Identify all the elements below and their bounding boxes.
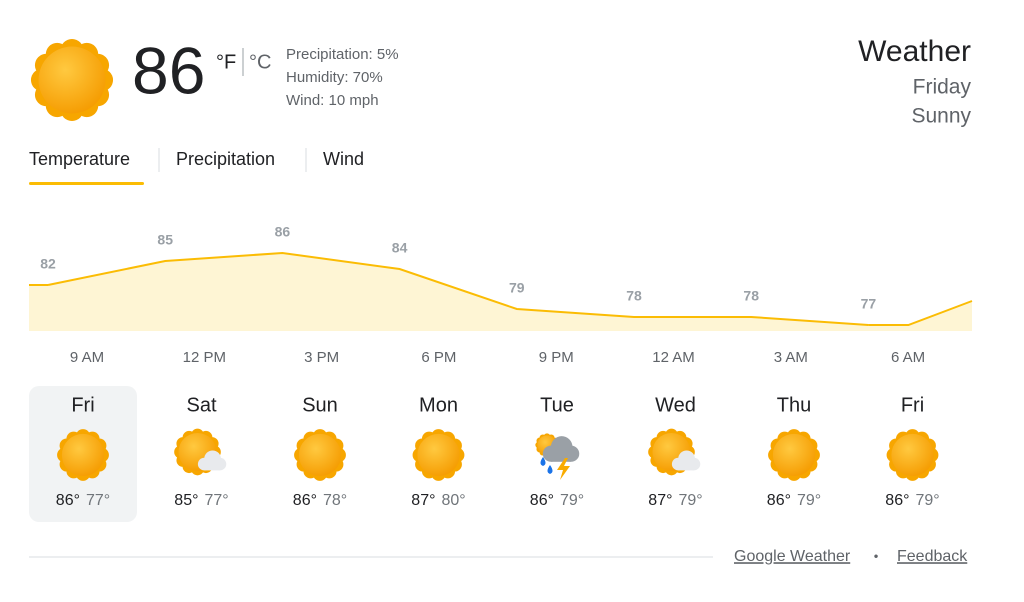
forecast-high: 86° (767, 492, 791, 509)
data-label: 85 (157, 232, 173, 248)
unit-celsius[interactable]: °C (249, 51, 271, 73)
data-label: 82 (40, 256, 56, 272)
unit-fahrenheit[interactable]: °F (216, 51, 236, 73)
x-tick-label: 9 AM (70, 349, 104, 366)
title: Weather (858, 35, 971, 68)
temperature-area (29, 253, 972, 331)
cloud-part (678, 463, 694, 471)
data-label: 78 (626, 288, 642, 304)
forecast-low: 80° (442, 492, 466, 509)
forecast-day[interactable]: Mon (419, 394, 458, 416)
data-label: 77 (861, 296, 877, 312)
forecast-high: 86° (530, 492, 554, 509)
x-tick-label: 6 AM (891, 349, 925, 366)
sun-body (417, 433, 460, 477)
humidity: Humidity: 70% (286, 69, 383, 86)
cloud-part (204, 463, 220, 471)
forecast-day[interactable]: Tue (540, 394, 574, 416)
data-label: 79 (509, 280, 525, 296)
tab[interactable]: Temperature (29, 149, 130, 169)
forecast-low: 79° (560, 492, 584, 509)
footer-separator: • (874, 548, 879, 563)
forecast-high: 87° (648, 492, 672, 509)
wind: Wind: 10 mph (286, 92, 379, 109)
forecast-low: 79° (916, 492, 940, 509)
weather-icon-sunny (768, 429, 820, 481)
data-label: 84 (392, 240, 408, 256)
forecast-day[interactable]: Fri (71, 394, 94, 416)
feedback-link[interactable]: Feedback (897, 548, 968, 565)
day: Friday (913, 76, 972, 99)
forecast-low: 79° (679, 492, 703, 509)
tab[interactable]: Precipitation (176, 149, 275, 169)
forecast-high: 85° (174, 492, 198, 509)
current-temperature: 86 (132, 33, 205, 107)
forecast-day[interactable]: Sat (186, 394, 216, 416)
forecast-day[interactable]: Thu (777, 394, 811, 416)
data-label: 86 (275, 224, 291, 240)
weather-icon-partly-cloudy (648, 428, 701, 476)
forecast-low: 78° (323, 492, 347, 509)
lightning (557, 458, 570, 480)
sun-body (298, 433, 342, 477)
x-tick-label: 3 PM (304, 349, 339, 366)
forecast-low: 77° (205, 492, 229, 509)
forecast-day[interactable]: Fri (901, 394, 924, 416)
x-tick-label: 12 PM (183, 349, 226, 366)
weather-icon-storm (535, 433, 580, 480)
forecast-low: 77° (86, 492, 110, 509)
x-tick-label: 12 AM (652, 349, 695, 366)
weather-icon-sunny (294, 429, 346, 481)
weather-icon-sunny (30, 38, 114, 122)
source-link[interactable]: Google Weather (734, 548, 851, 565)
forecast-high: 86° (293, 492, 317, 509)
temperature-line (47, 251, 869, 326)
forecast-high: 86° (56, 492, 80, 509)
forecast-day[interactable]: Sun (302, 394, 338, 416)
rain-drop (540, 457, 546, 466)
precipitation: Precipitation: 5% (286, 46, 399, 63)
rain-drop (547, 465, 553, 474)
forecast-low: 79° (797, 492, 821, 509)
sun-body (772, 433, 816, 477)
weather-icon-sunny (412, 429, 465, 481)
tab-indicator (29, 182, 144, 185)
weather-icon-sunny (886, 429, 939, 481)
forecast-high: 86° (885, 492, 909, 509)
weather-icon-sunny (57, 429, 109, 481)
x-tick-label: 6 PM (421, 349, 456, 366)
x-tick-label: 9 PM (539, 349, 574, 366)
tab[interactable]: Wind (323, 149, 364, 169)
line-tail (868, 300, 973, 326)
data-label: 78 (743, 288, 759, 304)
sun-body (38, 46, 106, 114)
forecast-high: 87° (411, 492, 435, 509)
forecast-day[interactable]: Wed (655, 394, 696, 416)
weather-icon-partly-cloudy (174, 428, 227, 476)
cloud-part (550, 452, 572, 462)
x-tick-label: 3 AM (774, 349, 808, 366)
sun-body (891, 433, 934, 477)
condition: Sunny (911, 105, 971, 128)
sun-body (61, 433, 105, 477)
